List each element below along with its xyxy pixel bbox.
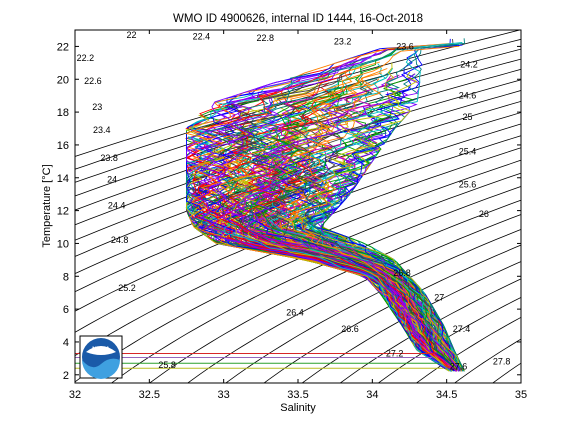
isopycnal-label: 22 bbox=[126, 30, 136, 40]
profile-line bbox=[273, 140, 457, 369]
isopycnal-22.8 bbox=[75, 68, 521, 211]
isopycnal-22.6 bbox=[75, 58, 521, 197]
x-tick-label: 33 bbox=[218, 389, 230, 401]
isopycnal-24.6 bbox=[75, 172, 521, 383]
y-tick-label: 20 bbox=[57, 74, 69, 86]
isopycnal-label: 25.4 bbox=[459, 146, 477, 156]
isopycnal-label: 24.4 bbox=[108, 201, 126, 211]
chart-title: WMO ID 4900626, internal ID 1444, 16-Oct… bbox=[173, 13, 423, 25]
isopycnal-24.2 bbox=[75, 147, 521, 333]
profile-line bbox=[228, 93, 455, 370]
profile-line bbox=[265, 188, 464, 372]
profile-line bbox=[298, 71, 462, 368]
isopycnal-25.4 bbox=[225, 228, 521, 383]
profile-line bbox=[244, 124, 458, 372]
isopycnal-22.2 bbox=[75, 38, 521, 170]
profile-line bbox=[223, 222, 451, 372]
y-tick-label: 16 bbox=[57, 140, 69, 152]
isopycnal-25.6 bbox=[263, 244, 521, 383]
logo-text: NOAA bbox=[92, 347, 110, 353]
isopycnal-label: 24.6 bbox=[459, 91, 477, 101]
isopycnal-label: 26.8 bbox=[393, 268, 411, 278]
profile-line bbox=[261, 217, 457, 372]
y-tick-label: 22 bbox=[57, 41, 69, 53]
x-tick-label: 32.5 bbox=[139, 389, 160, 401]
isopycnal-label: 26.6 bbox=[341, 324, 359, 334]
isopycnal-23 bbox=[75, 79, 521, 226]
isopycnal-label: 24 bbox=[107, 174, 117, 184]
isopycnal-label: 22.2 bbox=[77, 53, 95, 63]
y-tick-label: 12 bbox=[57, 206, 69, 218]
isopycnal-label: 25.6 bbox=[459, 179, 477, 189]
profile-line bbox=[186, 38, 451, 370]
y-tick-label: 4 bbox=[63, 337, 69, 349]
profile-line bbox=[216, 162, 457, 371]
y-tick-label: 14 bbox=[57, 173, 69, 185]
isopycnal-23.2 bbox=[75, 90, 521, 241]
float-profiles bbox=[184, 38, 465, 372]
isopycnal-25.2 bbox=[187, 214, 521, 383]
y-axis-label: Temperature [°C] bbox=[41, 164, 53, 247]
isopycnal-label: 26 bbox=[479, 209, 489, 219]
isopycnal-25.8 bbox=[301, 261, 521, 383]
isopycnal-label: 22.4 bbox=[193, 32, 211, 42]
isopycnal-label: 25.2 bbox=[118, 283, 136, 293]
y-tick-label: 6 bbox=[63, 304, 69, 316]
profile-line bbox=[194, 182, 450, 371]
y-tick-label: 2 bbox=[63, 370, 69, 382]
highlight-lines bbox=[75, 352, 444, 369]
x-axis-label: Salinity bbox=[280, 402, 316, 414]
isopycnal-label: 22.8 bbox=[257, 33, 275, 43]
isopycnal-26.4 bbox=[415, 316, 521, 383]
isopycnal-26.6 bbox=[454, 338, 521, 383]
isopycnal-22.4 bbox=[75, 48, 521, 183]
x-tick-label: 34 bbox=[366, 389, 378, 401]
x-tick-label: 33.5 bbox=[287, 389, 308, 401]
isopycnal-label: 27.8 bbox=[493, 357, 511, 367]
isopycnal-26 bbox=[339, 278, 521, 383]
isopycnal-24.8 bbox=[110, 185, 521, 383]
isopycnal-label: 22.6 bbox=[84, 76, 102, 86]
noaa-logo: NOAA bbox=[79, 335, 123, 379]
isopycnal-label: 27.2 bbox=[386, 348, 404, 358]
isopycnal-label: 23.4 bbox=[93, 125, 111, 135]
isopycnal-label: 23.8 bbox=[100, 153, 118, 163]
logo-bird bbox=[86, 346, 116, 355]
y-tick-label: 8 bbox=[63, 271, 69, 283]
isopycnal-labels: 22 22.2 22.4 22.6 22.8 23 23.2 23.4 23.6 23.8 24 24… bbox=[77, 30, 511, 383]
profile-line bbox=[315, 73, 461, 370]
profile-line bbox=[291, 45, 463, 372]
isopycnal-label: 27 bbox=[434, 293, 444, 303]
logo-wave bbox=[82, 358, 120, 379]
isopycnal-label: 23 bbox=[92, 102, 102, 112]
profile-line bbox=[184, 123, 452, 371]
isopycnal-label: 26.4 bbox=[286, 307, 304, 317]
isopycnal-label: 25 bbox=[462, 112, 472, 122]
isopycnal-label: 24.8 bbox=[111, 235, 129, 245]
isopycnal-label: 27.4 bbox=[453, 324, 471, 334]
profile-line bbox=[245, 99, 460, 372]
y-tick-label: 18 bbox=[57, 107, 69, 119]
isopycnal-label: 27.6 bbox=[450, 362, 468, 372]
isopycnal-label: 24.2 bbox=[460, 59, 478, 69]
x-tick-label: 32 bbox=[69, 389, 81, 401]
isopycnal-label: 25.8 bbox=[158, 360, 176, 370]
isopycnal-label: 23.6 bbox=[396, 41, 414, 51]
isopycnal-23.6 bbox=[75, 112, 521, 275]
y-tick-label: 10 bbox=[57, 238, 69, 250]
x-tick-label: 35 bbox=[515, 389, 527, 401]
x-tick-label: 34.5 bbox=[436, 389, 457, 401]
profile-line bbox=[244, 88, 458, 370]
isopycnal-25 bbox=[149, 199, 521, 383]
isopycnal-label: 23.2 bbox=[334, 36, 352, 46]
profile-line bbox=[301, 115, 458, 368]
